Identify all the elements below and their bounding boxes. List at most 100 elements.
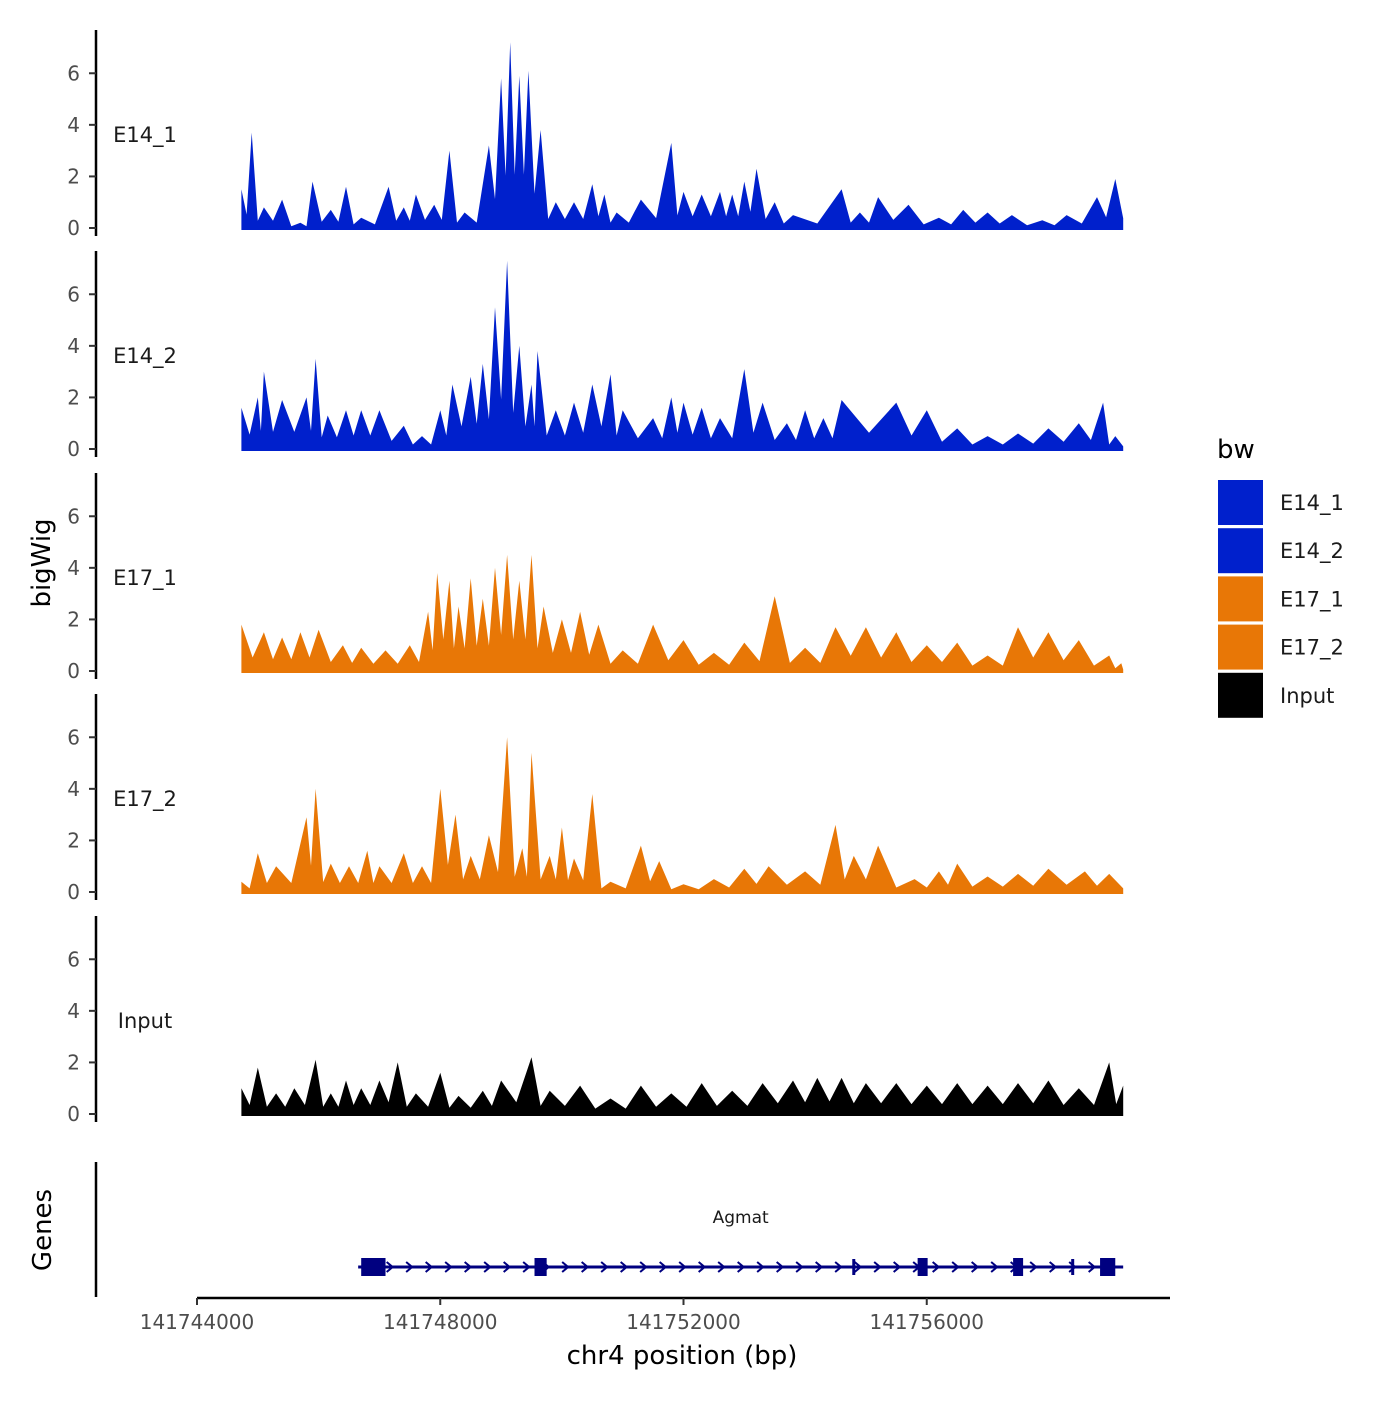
strand-arrow [893, 1261, 902, 1273]
signal-area [241, 42, 1124, 230]
strand-arrow [854, 1261, 863, 1273]
legend-key [1218, 480, 1263, 525]
signal-area [241, 737, 1124, 894]
strand-arrow [600, 1261, 609, 1273]
legend: bw E14_1 E14_2 E17_1 E17_2 Input [1217, 435, 1344, 718]
x-axis: 141744000 141748000 141752000 141756000 [140, 1296, 1170, 1334]
x-tick-label: 141748000 [383, 1310, 498, 1334]
y-tick-label: 4 [67, 777, 80, 801]
y-axis-title: bigWig [27, 518, 57, 607]
legend-entry-label: E17_1 [1280, 587, 1344, 612]
strand-arrow [522, 1261, 531, 1273]
track-label: E14_1 [113, 123, 177, 148]
y-tick-label: 0 [67, 437, 80, 461]
y-tick-label: 6 [67, 947, 80, 971]
y-tick-label: 6 [67, 61, 80, 85]
strand-arrow [561, 1261, 570, 1273]
strand-arrow [1049, 1261, 1058, 1273]
strand-arrow [483, 1261, 492, 1273]
strand-arrow [464, 1261, 473, 1273]
gene-exon [917, 1258, 928, 1276]
y-tick-label: 0 [67, 1102, 80, 1126]
y-tick-label: 0 [67, 880, 80, 904]
track-e17-1: 0 2 4 6 E17_1 [67, 473, 1124, 683]
y-tick-label: 4 [67, 999, 80, 1023]
track-label: E14_2 [113, 344, 177, 369]
track-e14-1: 0 2 4 6 E14_1 [67, 30, 1124, 240]
strand-arrow [503, 1261, 512, 1273]
track-input: 0 2 4 6 Input [67, 916, 1124, 1126]
y-tick-label: 2 [67, 1050, 80, 1074]
legend-entry-label: E14_2 [1280, 539, 1344, 564]
y-tick-label: 2 [67, 828, 80, 852]
y-tick-label: 2 [67, 607, 80, 631]
strand-arrow [951, 1261, 960, 1273]
y-tick-label: 2 [67, 164, 80, 188]
y-tick-label: 4 [67, 556, 80, 580]
gene-exon [534, 1258, 547, 1276]
y-tick-label: 6 [67, 504, 80, 528]
x-axis-title: chr4 position (bp) [567, 1341, 798, 1371]
strand-arrow [990, 1261, 999, 1273]
track-label: E17_1 [113, 566, 177, 591]
y-tick-label: 2 [67, 385, 80, 409]
strand-arrow [1029, 1261, 1038, 1273]
strand-arrow [971, 1261, 980, 1273]
legend-key [1218, 624, 1263, 670]
strand-arrow [1088, 1261, 1097, 1273]
track-e14-2: 0 2 4 6 E14_2 [67, 251, 1124, 461]
legend-key [1218, 528, 1263, 574]
strand-arrow [425, 1261, 434, 1273]
strand-arrow [1068, 1261, 1077, 1273]
track-label: E17_2 [113, 787, 177, 812]
signal-tracks: 0 2 4 6 E14_1 0 2 4 6 E14_2 0 2 4 6 E17_1 0 2 4 6 E17_2 0 2 4 6… [67, 30, 1124, 1126]
y-tick-label: 0 [67, 216, 80, 240]
legend-entry-label: E17_2 [1280, 636, 1344, 661]
y-tick-label: 6 [67, 282, 80, 306]
strand-arrow [444, 1261, 453, 1273]
y-tick-label: 6 [67, 725, 80, 749]
strand-arrow [873, 1261, 882, 1273]
signal-area [241, 1057, 1124, 1116]
track-label: Input [118, 1009, 172, 1033]
x-tick-label: 141756000 [869, 1310, 984, 1334]
gene-exon [1013, 1258, 1024, 1276]
strand-arrow [737, 1261, 746, 1273]
gene-track-title: Genes [28, 1189, 58, 1271]
signal-area [241, 554, 1124, 673]
strand-arrow [795, 1261, 804, 1273]
gene-track: Genes Agmat [28, 1162, 1124, 1297]
strand-arrow [756, 1261, 765, 1273]
strand-arrow [581, 1261, 590, 1273]
strand-arrow [659, 1261, 668, 1273]
legend-entry-label: Input [1280, 684, 1334, 708]
strand-arrow [620, 1261, 629, 1273]
signal-area [241, 260, 1124, 451]
gene-model: Agmat [358, 1208, 1124, 1276]
track-e17-2: 0 2 4 6 E17_2 [67, 694, 1124, 904]
gene-exon [1100, 1258, 1116, 1276]
gene-exon [361, 1258, 386, 1276]
legend-entry-label: E14_1 [1280, 491, 1344, 516]
x-tick-label: 141752000 [626, 1310, 741, 1334]
strand-arrow [932, 1261, 941, 1273]
gene-label: Agmat [713, 1208, 769, 1228]
strand-arrow [717, 1261, 726, 1273]
x-tick-label: 141744000 [140, 1310, 255, 1334]
strand-arrow [678, 1261, 687, 1273]
legend-key [1218, 576, 1263, 622]
strand-arrow [834, 1261, 843, 1273]
legend-title: bw [1217, 435, 1255, 465]
strand-arrow [386, 1261, 395, 1273]
legend-key [1218, 672, 1263, 718]
strand-arrow [698, 1261, 707, 1273]
strand-arrow [776, 1261, 785, 1273]
y-tick-label: 4 [67, 334, 80, 358]
y-tick-label: 4 [67, 113, 80, 137]
y-tick-label: 0 [67, 659, 80, 683]
strand-arrow [405, 1261, 414, 1273]
strand-arrow [639, 1261, 648, 1273]
strand-arrow [815, 1261, 824, 1273]
